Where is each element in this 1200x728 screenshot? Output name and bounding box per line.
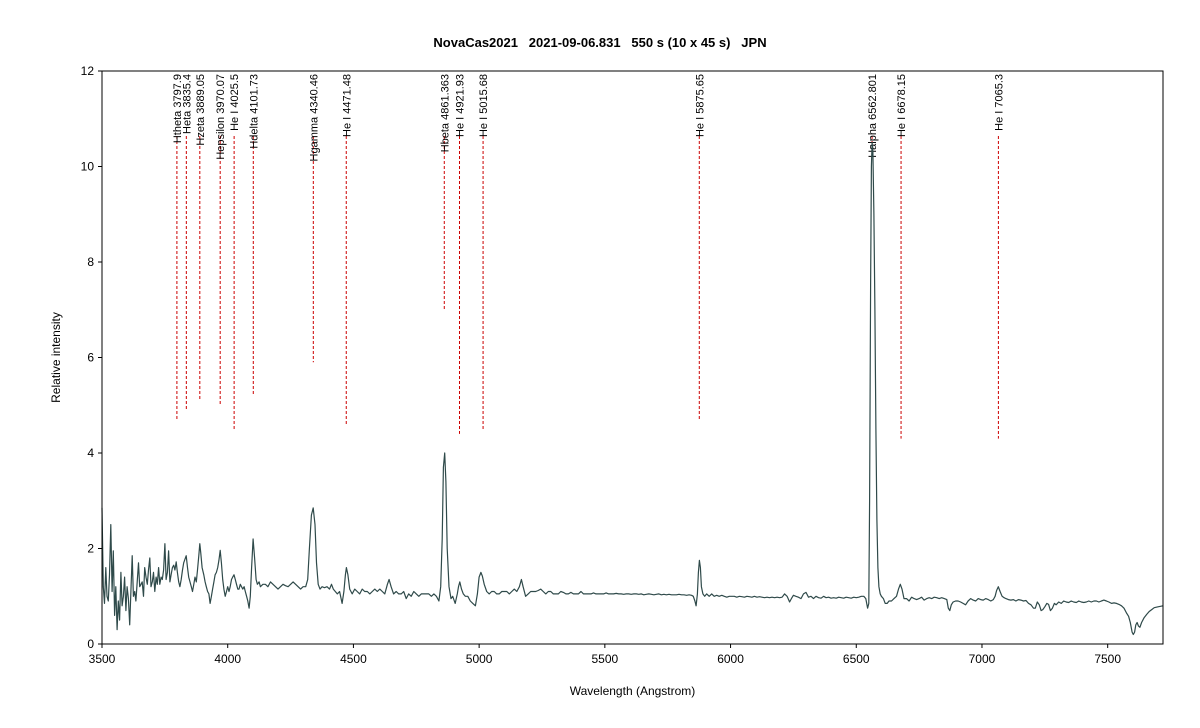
emission-line-label: He I 6678.15: [896, 74, 908, 137]
x-tick-label: 5500: [591, 652, 618, 666]
x-tick-label: 5000: [466, 652, 493, 666]
y-tick-label: 4: [87, 446, 94, 460]
emission-line-label: He I 4921.93: [455, 74, 467, 137]
y-tick-label: 8: [87, 255, 94, 269]
y-tick-label: 0: [87, 637, 94, 651]
emission-line-label: Htheta 3797.9: [172, 74, 184, 143]
plot-frame: [101, 70, 1164, 645]
emission-line-label: Halpha 6562.801: [867, 74, 879, 158]
y-tick-label: 6: [87, 351, 94, 365]
x-tick-label: 4500: [340, 652, 367, 666]
y-tick-label: 10: [81, 160, 95, 174]
emission-line-label: He I 5875.65: [694, 74, 706, 137]
y-tick-label: 12: [81, 64, 95, 78]
x-axis-ticks: 3500 4000 4500 5000 5500 6000 6500 7000 7500: [89, 644, 1121, 666]
emission-line-label: He I 4025.5: [229, 74, 241, 131]
emission-line-label: Hepsilon 3970.07: [215, 74, 227, 160]
emission-line-label: Hgamma 4340.46: [308, 74, 320, 161]
emission-line-label: Heta 3835.4: [181, 74, 193, 134]
emission-line-label: He I 4471.48: [341, 74, 353, 137]
emission-line-label: Hbeta 4861.363: [439, 74, 451, 152]
spectrum-line: [101, 142, 1164, 636]
emission-line-label: He I 7065.3: [993, 74, 1005, 131]
emission-line-label: Hdelta 4101.73: [248, 74, 260, 149]
y-axis-label: Relative intensity: [49, 312, 63, 403]
y-tick-label: 2: [87, 542, 94, 556]
x-tick-label: 6000: [717, 652, 744, 666]
x-tick-label: 3500: [89, 652, 116, 666]
emission-line-label: He I 5015.68: [478, 74, 490, 137]
x-tick-label: 6500: [843, 652, 870, 666]
y-axis-ticks: 0 2 4 6 8 10 12: [81, 64, 102, 651]
x-tick-label: 7000: [969, 652, 996, 666]
spectrum-layer: [101, 142, 1164, 636]
emission-line-label: Hzeta 3889.05: [195, 74, 207, 146]
chart-title: NovaCas2021 2021-09-06.831 550 s (10 x 4…: [433, 35, 767, 50]
x-tick-label: 7500: [1094, 652, 1121, 666]
x-tick-label: 4000: [214, 652, 241, 666]
x-axis-label: Wavelength (Angstrom): [570, 684, 696, 698]
